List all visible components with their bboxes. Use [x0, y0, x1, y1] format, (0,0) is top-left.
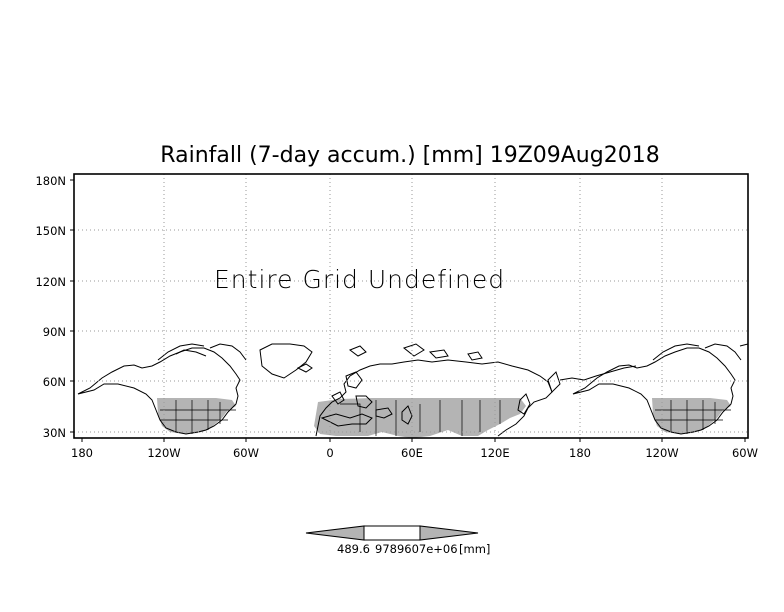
x-tick-label: 60W — [233, 446, 259, 460]
y-tick-label: 90N — [43, 325, 66, 339]
x-tick-marks — [81, 438, 746, 442]
y-tick-label: 60N — [43, 375, 66, 389]
colorbar-left-arrow — [305, 525, 365, 541]
map-plot-area — [77, 343, 748, 438]
y-tick-label: 120N — [35, 275, 66, 289]
map-frame — [73, 173, 749, 439]
x-tick-label: 120E — [480, 446, 509, 460]
y-tick-marks — [70, 179, 74, 433]
coastlines — [77, 343, 748, 437]
x-tick-label: 60E — [401, 446, 423, 460]
colorbar-label-low: 489.6 — [337, 542, 370, 556]
y-tick-labels: 180N 150N 120N 90N 60N 30N — [35, 174, 66, 440]
x-tick-label: 180 — [71, 446, 93, 460]
x-tick-label: 60W — [732, 446, 758, 460]
undefined-grid-message: Entire Grid Undefined — [214, 265, 505, 294]
colorbar-unit: [mm] — [459, 542, 490, 556]
y-tick-label: 180N — [35, 174, 66, 188]
map-title: Rainfall (7-day accum.) [mm] 19Z09Aug201… — [160, 143, 659, 168]
x-tick-label: 120W — [645, 446, 678, 460]
x-tick-labels: 180 120W 60W 0 60E 120E 180 120W 60W — [71, 446, 758, 460]
shaded-land — [157, 398, 731, 438]
state-borders — [160, 400, 731, 436]
colorbar-middle-box — [363, 525, 421, 541]
x-tick-label: 120W — [147, 446, 180, 460]
y-tick-label: 30N — [43, 426, 66, 440]
x-tick-label: 180 — [569, 446, 591, 460]
colorbar-label-high: 9789607e+06 — [375, 542, 458, 556]
gridlines — [74, 174, 748, 438]
x-tick-label: 0 — [326, 446, 333, 460]
colorbar-right-arrow — [419, 525, 479, 541]
colorbar: 489.6 9789607e+06 [mm] — [305, 525, 490, 556]
y-tick-label: 150N — [35, 224, 66, 238]
